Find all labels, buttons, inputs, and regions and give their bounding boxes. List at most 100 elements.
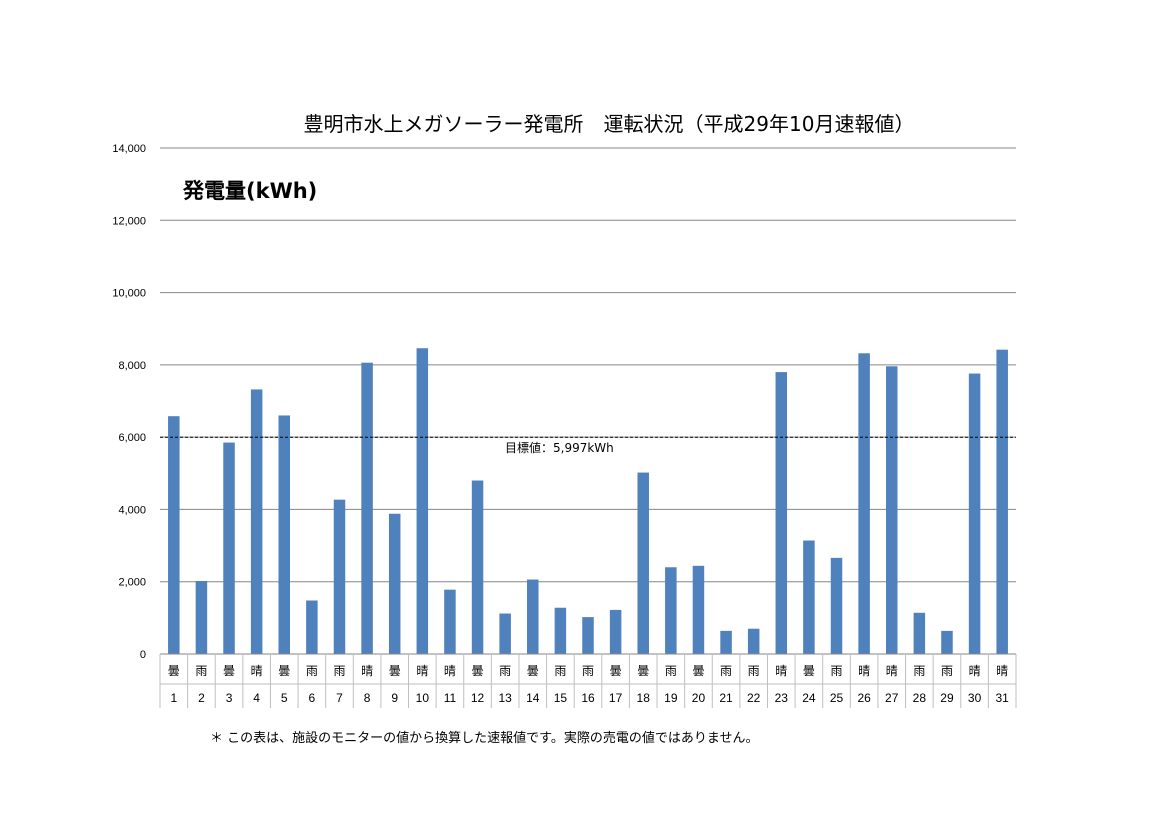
weather-label: 曇 [168, 664, 180, 678]
day-label: 22 [747, 691, 761, 705]
footnote: ＊ この表は、施設のモニターの値から換算した速報値です。実際の売電の値ではありま… [210, 731, 759, 746]
bar [968, 373, 981, 654]
day-label: 27 [885, 691, 899, 705]
day-label: 28 [913, 691, 927, 705]
weather-label: 曇 [472, 664, 484, 678]
bar [582, 617, 594, 654]
bar [996, 349, 1008, 654]
weather-label: 晴 [886, 664, 898, 678]
bar [306, 600, 318, 654]
weather-label: 雨 [913, 664, 925, 678]
bar [499, 613, 511, 654]
bar [388, 513, 401, 654]
y-tick-label: 12,000 [112, 215, 146, 227]
weather-label: 晴 [775, 664, 787, 678]
y-tick-labels: 0 2,000 4,000 6,000 8,000 10,000 12,000 14,000 [112, 143, 146, 661]
bar [637, 472, 649, 654]
bar [471, 480, 484, 654]
weather-label: 雨 [582, 664, 594, 678]
bar [333, 499, 346, 654]
weather-label: 雨 [306, 664, 318, 678]
bar [720, 630, 732, 654]
bars [168, 348, 1008, 654]
day-label: 26 [857, 691, 871, 705]
bar [913, 612, 926, 654]
weather-label: 雨 [499, 664, 511, 678]
day-label: 24 [802, 691, 816, 705]
day-label: 1 [170, 691, 177, 705]
day-label: 3 [226, 691, 233, 705]
bar [858, 353, 870, 654]
weather-label: 曇 [803, 664, 815, 678]
bar [941, 630, 953, 654]
bar [361, 362, 373, 654]
day-label: 13 [498, 691, 512, 705]
day-label: 10 [416, 691, 430, 705]
bar [416, 348, 429, 654]
bar [692, 565, 705, 654]
weather-label: 晴 [361, 664, 373, 678]
bar [747, 628, 760, 654]
day-label: 7 [336, 691, 343, 705]
day-label: 19 [664, 691, 678, 705]
bar [830, 557, 843, 654]
y-tick-label: 8,000 [118, 360, 146, 372]
chart-title: 豊明市水上メガソーラー発電所 運転状況（平成29年10月速報値） [304, 112, 915, 136]
bar [278, 415, 291, 654]
weather-label: 晴 [996, 664, 1008, 678]
day-label: 12 [471, 691, 485, 705]
bar [775, 372, 788, 654]
day-label: 8 [364, 691, 371, 705]
day-label: 6 [309, 691, 316, 705]
bar [885, 366, 898, 654]
day-label: 30 [968, 691, 982, 705]
weather-label: 曇 [692, 664, 704, 678]
target-line: 目標値：5,997kWh [160, 436, 1016, 455]
day-label: 5 [281, 691, 288, 705]
weather-label: 曇 [610, 664, 622, 678]
bar [223, 442, 235, 654]
bar [527, 579, 539, 654]
weather-label: 晴 [444, 664, 456, 678]
y-tick-label: 0 [140, 649, 146, 661]
weather-label: 雨 [831, 664, 843, 678]
bar [195, 580, 208, 654]
day-label: 9 [391, 691, 398, 705]
weather-label: 曇 [278, 664, 290, 678]
target-label: 目標値：5,997kWh [505, 440, 614, 455]
bar [168, 416, 180, 654]
weather-label: 雨 [333, 664, 345, 678]
day-label: 4 [253, 691, 260, 705]
weather-label: 雨 [554, 664, 566, 678]
day-label: 31 [996, 691, 1010, 705]
x-axis-table: 曇 1 雨 2 曇 3 晴 4 曇 5 雨 6 雨 7 晴 8 曇 9 晴 10 晴 11 曇 12 雨 13 曇 14 雨 15 雨 16 曇… [159, 653, 1017, 708]
day-label: 21 [719, 691, 733, 705]
bar [554, 607, 567, 654]
weather-label: 晴 [969, 664, 981, 678]
weather-label: 晴 [858, 664, 870, 678]
bar [665, 567, 677, 654]
y-axis-label: 発電量(kWh) [182, 179, 317, 203]
bar [803, 540, 815, 654]
day-label: 18 [637, 691, 651, 705]
weather-label: 曇 [223, 664, 235, 678]
y-tick-label: 2,000 [118, 577, 146, 589]
weather-label: 雨 [195, 664, 207, 678]
weather-label: 曇 [527, 664, 539, 678]
day-label: 14 [526, 691, 540, 705]
weather-label: 曇 [637, 664, 649, 678]
day-label: 15 [554, 691, 568, 705]
y-tick-label: 4,000 [118, 504, 146, 516]
bar [250, 389, 263, 654]
bar [609, 609, 622, 654]
weather-label: 雨 [748, 664, 760, 678]
day-label: 17 [609, 691, 623, 705]
weather-label: 曇 [389, 664, 401, 678]
bar [444, 589, 456, 654]
day-label: 29 [940, 691, 954, 705]
y-tick-label: 10,000 [112, 288, 146, 300]
day-label: 23 [775, 691, 789, 705]
weather-label: 雨 [941, 664, 953, 678]
day-label: 2 [198, 691, 205, 705]
